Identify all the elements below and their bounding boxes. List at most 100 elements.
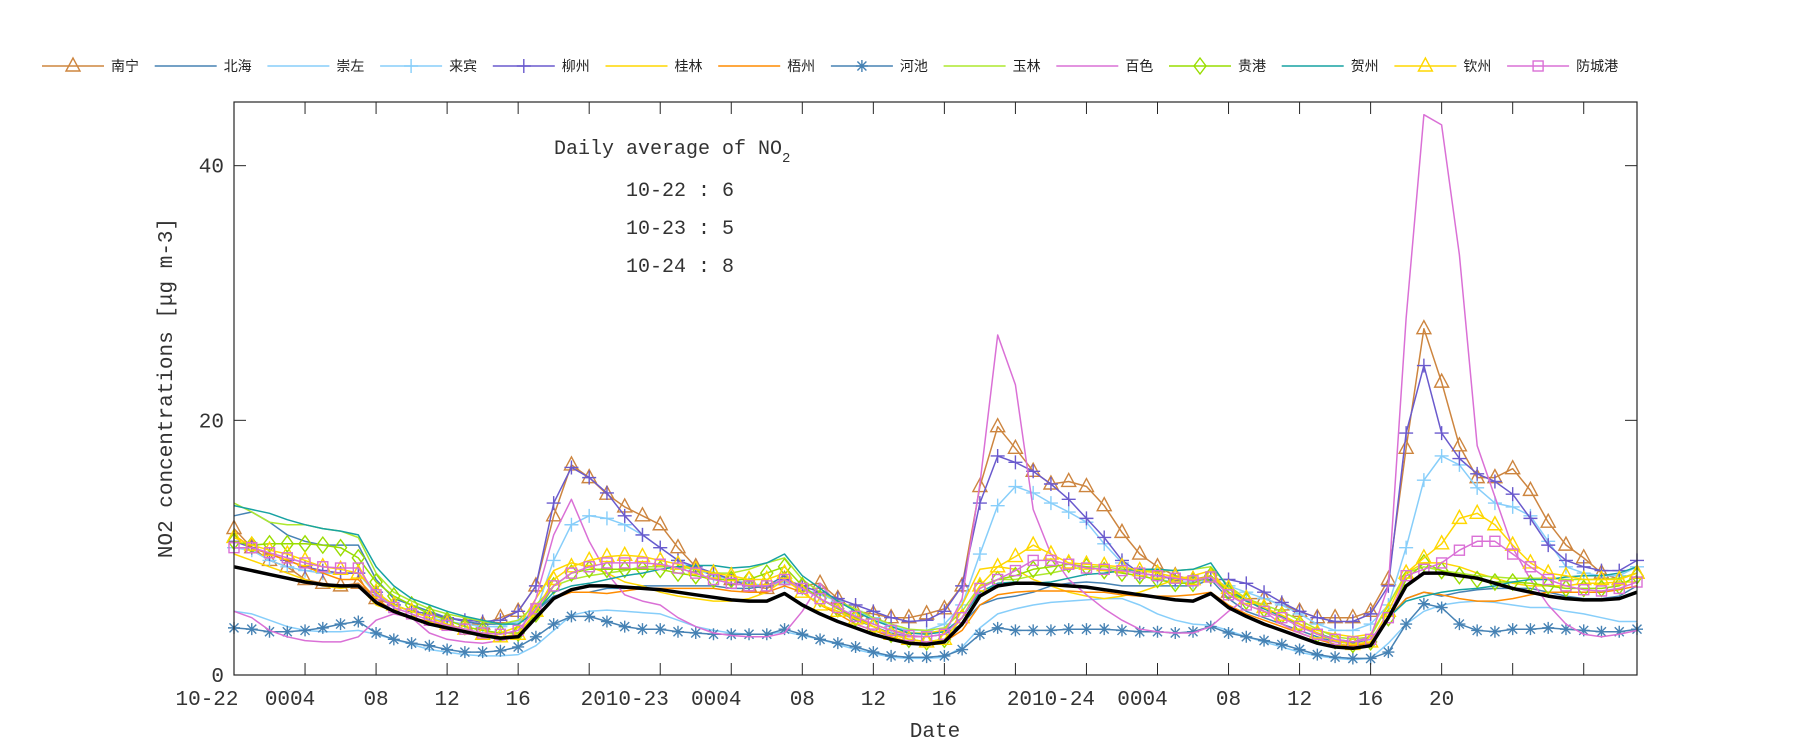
data-point (246, 541, 258, 554)
data-point (707, 573, 720, 586)
data-point (512, 640, 525, 653)
data-point (1329, 651, 1342, 664)
data-point (1611, 570, 1628, 586)
data-point (849, 640, 862, 653)
data-point (1397, 563, 1415, 579)
data-point (1026, 485, 1041, 500)
data-point (1346, 652, 1359, 665)
data-point (636, 623, 649, 636)
data-point (316, 621, 329, 634)
data-point (1131, 544, 1148, 560)
data-point (1116, 564, 1128, 577)
legend-marker-triangle-icon (64, 56, 82, 72)
x-tick-label: 10-22 (175, 689, 238, 712)
legend-label: 贺州 (1351, 59, 1379, 75)
data-point (1506, 623, 1519, 636)
data-point (635, 527, 650, 542)
data-point (653, 560, 668, 579)
data-point (938, 628, 951, 640)
data-point (1399, 540, 1414, 555)
data-point (476, 646, 489, 659)
data-point (849, 610, 862, 623)
data-point (1293, 643, 1306, 656)
data-point (814, 633, 827, 646)
data-point (705, 563, 722, 579)
data-point (1451, 508, 1468, 525)
data-point (903, 629, 915, 642)
annotation: Daily average of NO2 10-22 : 6 10-23 : 5… (554, 138, 790, 279)
data-point (1080, 623, 1093, 636)
data-point (546, 553, 561, 568)
data-point (405, 637, 418, 650)
legend-item-6: 桂林 (605, 59, 703, 75)
data-point (1488, 625, 1501, 638)
series-line (233, 504, 1638, 643)
data-point (1363, 606, 1378, 621)
data-point (333, 538, 348, 557)
legend-marker-diamond-icon (1193, 56, 1207, 76)
data-point (956, 643, 969, 656)
data-point (758, 570, 775, 586)
data-point (671, 563, 685, 583)
data-point (281, 625, 294, 638)
data-point (528, 578, 543, 593)
data-point (743, 628, 756, 641)
data-point (352, 562, 365, 574)
legend-item-13: 钦州 (1394, 56, 1491, 75)
data-point (920, 631, 933, 643)
data-point (619, 557, 631, 569)
data-point (315, 535, 330, 555)
data-point (1399, 426, 1414, 441)
data-point (1310, 610, 1325, 625)
legend-item-10: 百色 (1056, 58, 1153, 75)
data-point (1453, 544, 1466, 556)
data-point (1222, 626, 1235, 639)
legend-marker-square-icon (1532, 60, 1544, 72)
data-point (1453, 618, 1466, 631)
data-point (1131, 561, 1148, 577)
x-tick-label: 08 (363, 689, 388, 712)
legend-label: 玉林 (1013, 59, 1041, 75)
data-point (494, 644, 507, 657)
data-point (458, 646, 471, 659)
data-point (1062, 623, 1075, 636)
data-point (511, 604, 526, 619)
data-point (1560, 580, 1572, 592)
average-line (233, 565, 1638, 651)
data-point (617, 560, 632, 579)
legend-label: 河池 (900, 59, 928, 75)
data-point (1044, 624, 1057, 637)
data-point (1097, 530, 1112, 545)
data-point (1187, 625, 1200, 638)
data-point (1486, 515, 1504, 531)
data-point (352, 615, 365, 628)
data-point (299, 557, 311, 569)
data-point (1311, 628, 1324, 640)
x-tick-label: 16 (506, 689, 531, 712)
legend-label: 梧州 (787, 59, 815, 75)
data-point (652, 515, 669, 531)
data-point (1008, 455, 1023, 470)
y-tick-label: 40 (199, 157, 224, 180)
data-point (832, 601, 844, 614)
data-point (261, 540, 278, 556)
data-point (1559, 623, 1572, 636)
data-point (725, 628, 738, 641)
data-point (761, 580, 773, 592)
data-point (1168, 574, 1183, 593)
data-point (314, 573, 331, 590)
data-point (1470, 466, 1485, 481)
data-point (725, 577, 737, 590)
plot-area (234, 102, 1637, 675)
data-point (600, 615, 613, 628)
data-point (1328, 614, 1343, 629)
x-tick-label: 16 (932, 689, 957, 712)
legend-label: 贵港 (1238, 59, 1266, 75)
data-point (1167, 567, 1184, 583)
data-point (599, 485, 614, 500)
data-point (1578, 583, 1590, 596)
data-point (884, 610, 899, 625)
data-point (1471, 535, 1483, 547)
data-point (1416, 473, 1431, 488)
data-point (245, 623, 258, 636)
